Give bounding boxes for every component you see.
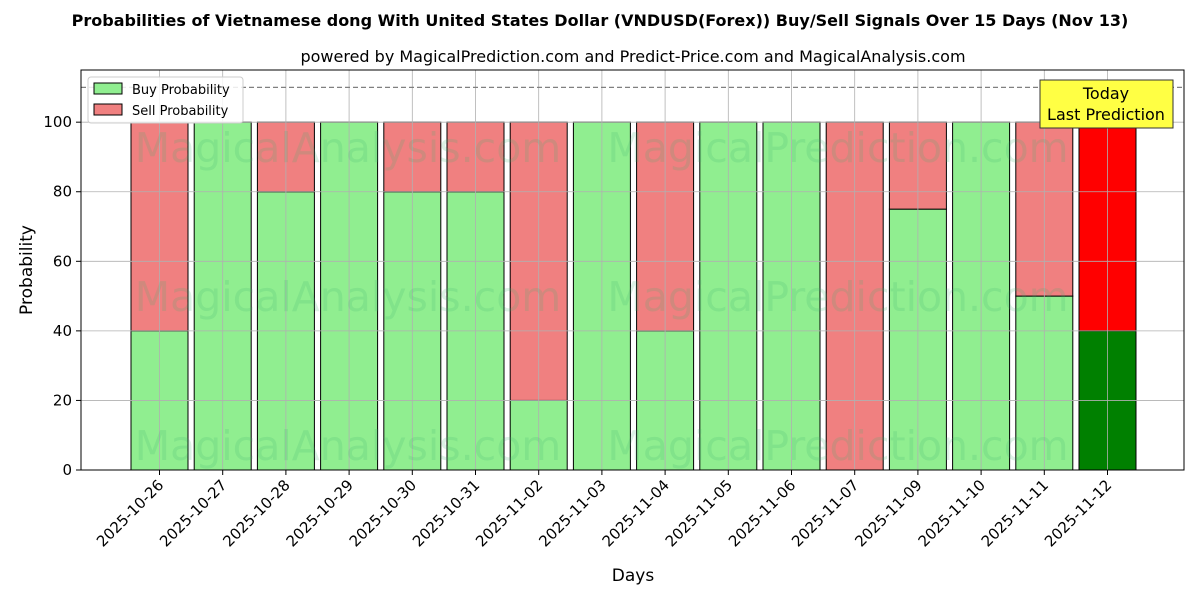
legend-box <box>87 76 244 124</box>
chart-subtitle: powered by MagicalPrediction.com and Pre… <box>300 47 965 66</box>
watermark-text: MagicalAnalysis.com <box>135 124 562 172</box>
plot-frame <box>80 69 1185 471</box>
watermark-text: MagicalAnalysis.com <box>135 422 562 470</box>
legend-label-buy: Buy Probability <box>132 83 230 98</box>
watermarks: MagicalAnalysis.com MagicalPrediction.com… <box>135 124 1069 470</box>
x-tick-label: 2025-11-10 <box>915 476 989 550</box>
y-axis-label: Probability <box>17 225 37 315</box>
x-tick-label: 2025-10-31 <box>409 476 483 550</box>
x-axis-ticks: 2025-10-262025-10-272025-10-282025-10-29… <box>93 470 1115 550</box>
x-tick-label: 2025-10-27 <box>156 476 230 550</box>
y-tick-label: 20 <box>53 391 72 409</box>
legend: Buy Probability Sell Probability <box>87 76 244 124</box>
x-tick-label: 2025-11-05 <box>662 476 736 550</box>
x-tick-label: 2025-10-28 <box>219 476 293 550</box>
watermark-text: MagicalPrediction.com <box>607 422 1068 470</box>
y-tick-label: 40 <box>53 322 72 340</box>
today-annotation-line-1: Today <box>1082 84 1129 103</box>
watermark-text: MagicalPrediction.com <box>607 273 1068 321</box>
x-tick-label: 2025-11-02 <box>472 476 546 550</box>
y-tick-label: 0 <box>62 461 72 479</box>
legend-swatch-buy <box>93 82 123 95</box>
x-tick-label: 2025-10-29 <box>283 476 357 550</box>
x-axis-label: Days <box>612 566 655 586</box>
watermark-text: MagicalAnalysis.com <box>135 273 562 321</box>
y-tick-label: 80 <box>53 183 72 201</box>
legend-swatch-sell <box>93 103 123 116</box>
legend-label-sell: Sell Probability <box>132 104 229 119</box>
chart-title: Probabilities of Vietnamese dong With Un… <box>72 11 1129 30</box>
x-tick-label: 2025-11-03 <box>535 476 609 550</box>
y-tick-label: 100 <box>43 113 72 131</box>
x-tick-label: 2025-11-06 <box>725 476 799 550</box>
watermark-text: MagicalPrediction.com <box>607 124 1068 172</box>
x-tick-label: 2025-11-07 <box>788 476 862 550</box>
x-tick-label: 2025-11-11 <box>978 476 1052 550</box>
x-tick-label: 2025-10-26 <box>93 476 167 550</box>
x-tick-label: 2025-11-04 <box>599 476 673 550</box>
y-tick-label: 60 <box>53 252 72 270</box>
x-tick-label: 2025-11-12 <box>1041 476 1115 550</box>
today-annotation: Today Last Prediction <box>1039 79 1174 129</box>
today-annotation-box <box>1039 79 1174 129</box>
today-annotation-line-2: Last Prediction <box>1047 105 1165 124</box>
plot-area: MagicalAnalysis.com MagicalPrediction.com… <box>80 69 1185 471</box>
y-axis-ticks: 0 20 40 60 80 100 <box>43 113 81 479</box>
x-tick-label: 2025-10-30 <box>346 476 420 550</box>
x-tick-label: 2025-11-09 <box>851 476 925 550</box>
